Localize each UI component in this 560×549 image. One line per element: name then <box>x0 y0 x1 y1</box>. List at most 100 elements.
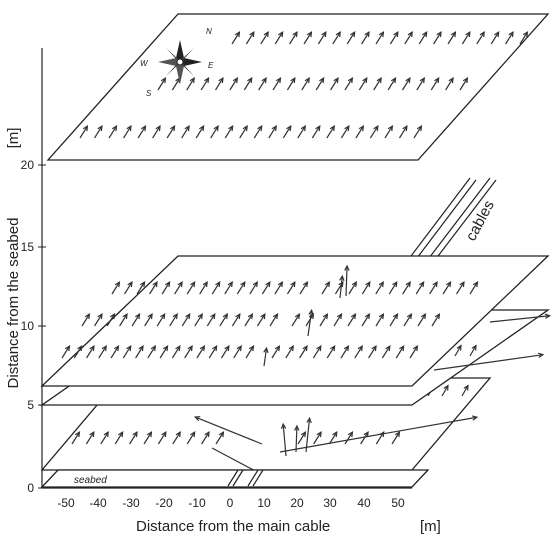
current-arrow-shaft <box>171 345 181 359</box>
current-arrow-head <box>101 344 107 352</box>
current-arrow-head <box>294 424 300 431</box>
layer-plane <box>46 13 550 161</box>
current-arrow-shaft <box>291 313 300 327</box>
current-arrow-shaft <box>344 431 353 445</box>
current-arrow-shaft <box>261 281 271 295</box>
current-arrow-shaft <box>169 313 178 327</box>
current-arrow-shaft <box>201 431 210 445</box>
current-arrow-head <box>140 124 147 132</box>
current-arrow-shaft <box>71 431 80 445</box>
current-arrow-head <box>272 312 279 320</box>
current-arrow-shaft <box>157 431 167 445</box>
current-arrow-head <box>177 280 183 288</box>
current-arrow-shaft <box>456 281 465 295</box>
current-arrow-shaft <box>131 313 141 327</box>
current-arrow-shaft <box>333 313 342 327</box>
current-arrow-head <box>336 312 343 320</box>
current-arrow-shaft <box>345 265 348 297</box>
compass-west-point <box>158 58 180 66</box>
current-arrow-head <box>252 280 259 288</box>
current-arrow-shaft <box>61 345 70 359</box>
current-arrow-shaft <box>114 431 124 445</box>
current-arrow-shaft <box>181 125 190 139</box>
current-arrow-head <box>378 312 385 320</box>
current-arrow-head <box>290 280 296 288</box>
current-arrow-shaft <box>123 125 132 139</box>
current-arrow-head <box>278 30 284 38</box>
current-arrow-head <box>199 344 206 352</box>
current-arrow-shaft <box>384 125 393 139</box>
current-arrow-shaft <box>375 313 384 327</box>
current-arrow-head <box>434 312 441 320</box>
current-arrow-shaft <box>186 431 196 445</box>
x-axis-title: Distance from the main cable <box>136 518 330 535</box>
current-arrow-head <box>420 312 427 320</box>
current-arrow-head <box>459 280 465 288</box>
current-arrow-head <box>247 312 254 320</box>
current-arrow-shaft <box>171 77 181 91</box>
current-arrow-head <box>187 344 193 352</box>
current-arrow-head <box>302 344 308 352</box>
current-arrow-head <box>394 430 401 438</box>
current-arrow-head <box>235 312 241 320</box>
current-arrow-head <box>222 312 229 320</box>
compass-center <box>176 58 184 66</box>
current-arrow-shaft <box>395 345 405 359</box>
current-arrow-shaft <box>295 425 298 453</box>
current-arrow-shaft <box>184 345 193 359</box>
current-arrow-shaft <box>272 77 281 91</box>
layer-20m <box>46 13 550 161</box>
current-arrow-head <box>378 280 384 288</box>
current-arrow-shaft <box>220 345 230 359</box>
current-arrow-head <box>292 30 298 38</box>
current-arrow-head <box>319 76 325 84</box>
x-tick-label: 10 <box>257 496 271 510</box>
current-arrow-shaft <box>245 345 254 359</box>
current-arrow-shaft <box>388 281 398 295</box>
current-arrow-head <box>274 344 281 352</box>
current-arrow-shaft <box>340 125 350 139</box>
current-arrow-shaft <box>375 281 384 295</box>
compass-se-point <box>180 62 194 76</box>
current-arrow-shaft <box>454 345 462 357</box>
current-arrow-head <box>175 344 181 352</box>
current-arrow-shaft <box>208 345 218 359</box>
current-arrow-head <box>365 280 371 288</box>
current-arrow-head <box>471 344 477 351</box>
current-arrow-head <box>242 124 248 132</box>
current-arrow-head <box>378 30 385 38</box>
current-arrow-shaft <box>459 77 468 91</box>
current-arrow-shaft <box>79 125 88 139</box>
current-arrow-head <box>212 344 218 352</box>
current-arrow-shaft <box>313 431 322 445</box>
current-arrow-head <box>64 344 71 352</box>
current-arrow-head <box>204 430 210 438</box>
x-tick-label: 0 <box>227 496 234 510</box>
current-arrow-shaft <box>195 416 263 445</box>
current-arrow-shaft <box>402 281 411 295</box>
current-arrow-shaft <box>344 77 353 91</box>
current-arrow-shaft <box>129 431 138 445</box>
compass-west-label: W <box>140 59 149 68</box>
current-arrow-head <box>163 344 169 352</box>
current-arrow-shaft <box>469 345 477 357</box>
current-arrow-head <box>199 124 205 132</box>
current-arrow-head <box>218 430 225 438</box>
current-arrow-shaft <box>111 281 120 295</box>
current-arrow-head <box>300 430 307 438</box>
current-arrow-head <box>544 313 552 319</box>
y-axis-title: Distance from the seabed <box>5 218 22 389</box>
current-arrow-shaft <box>110 345 119 359</box>
current-arrow-head <box>210 312 216 320</box>
current-arrow-head <box>371 344 377 352</box>
current-arrow-shaft <box>244 313 253 327</box>
current-arrow-head <box>436 30 442 38</box>
current-arrow-head <box>189 76 195 84</box>
current-arrow-shaft <box>285 345 294 359</box>
current-arrow-head <box>74 430 81 438</box>
current-arrow-head <box>302 280 309 288</box>
current-arrow-head <box>316 344 322 352</box>
current-arrow-head <box>363 430 369 438</box>
